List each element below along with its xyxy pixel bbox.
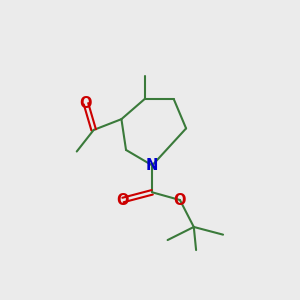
- Text: O: O: [80, 96, 92, 111]
- Text: O: O: [174, 193, 186, 208]
- Text: N: N: [146, 158, 158, 173]
- Text: O: O: [117, 193, 129, 208]
